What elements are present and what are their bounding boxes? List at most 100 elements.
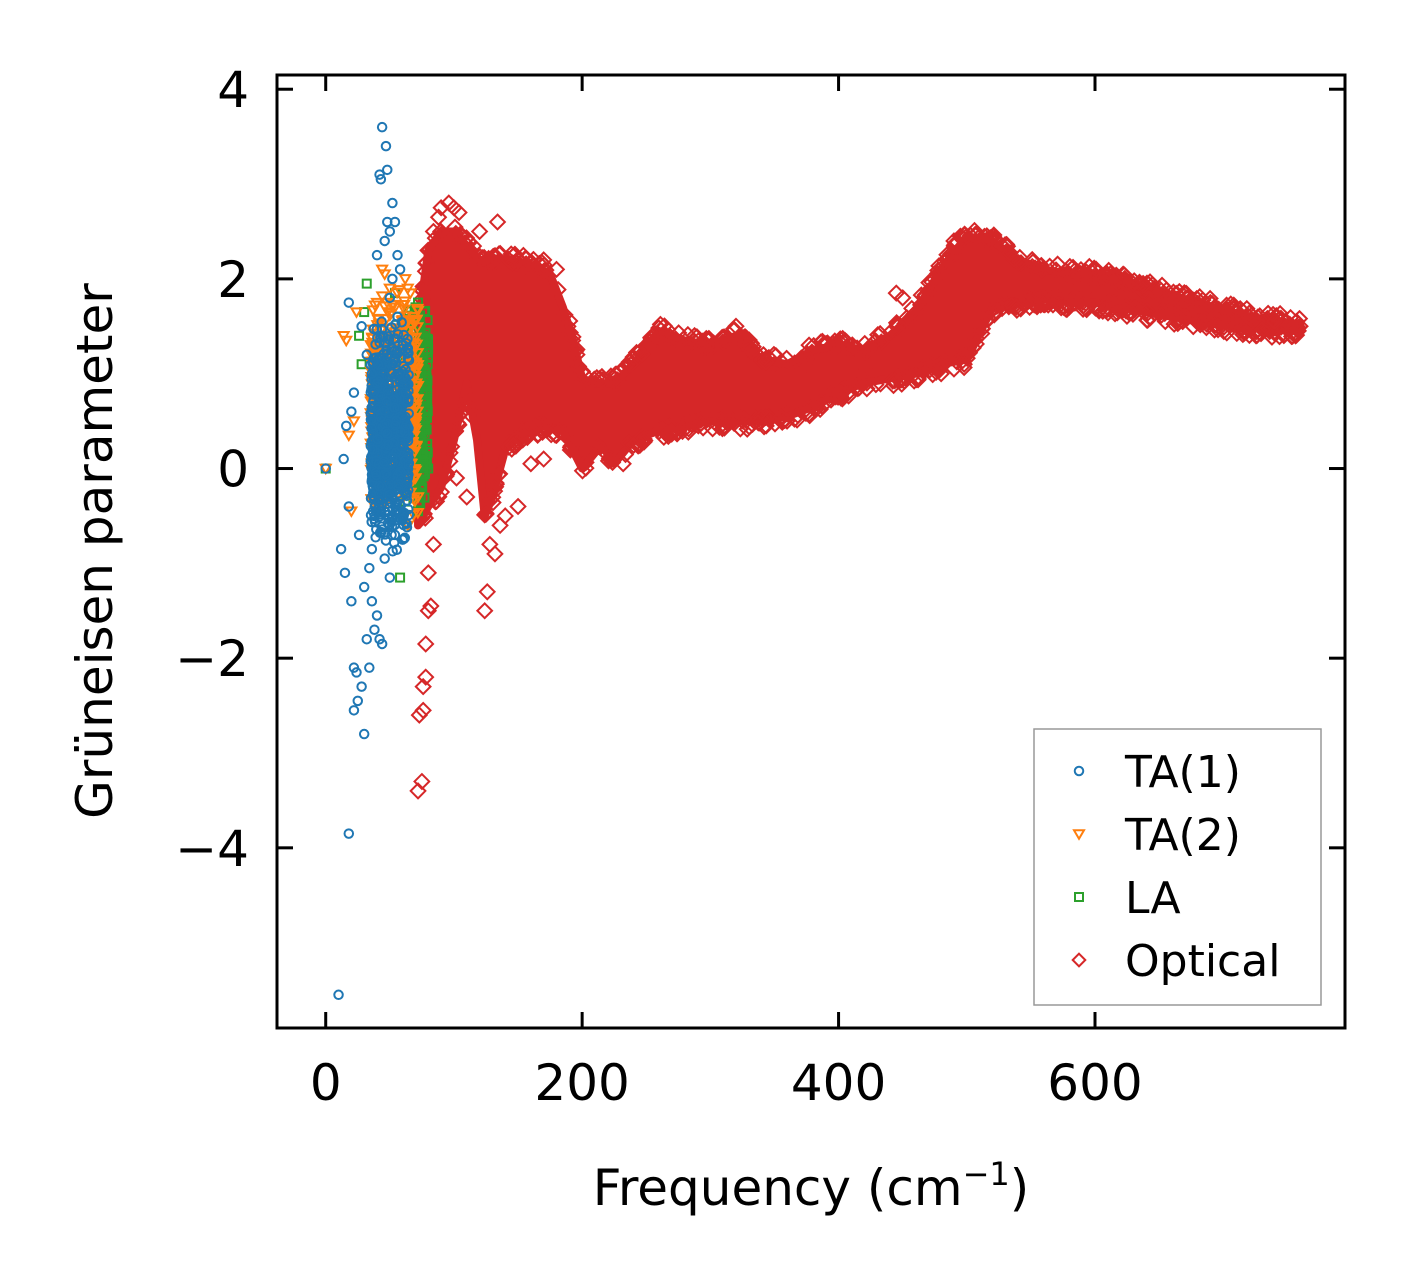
optical-point — [624, 436, 643, 455]
series-point — [421, 368, 432, 379]
optical-point — [675, 416, 693, 434]
optical-point — [517, 255, 535, 273]
legend-label: LA — [1125, 873, 1181, 924]
optical-point — [1098, 266, 1117, 285]
data-point — [637, 336, 656, 355]
optical-point — [913, 359, 932, 377]
optical-point — [909, 370, 927, 389]
optical-point — [419, 241, 437, 260]
optical-point — [616, 445, 635, 464]
data-point — [547, 426, 566, 445]
data-point — [534, 450, 553, 468]
data-point — [387, 197, 398, 209]
optical-point — [738, 420, 756, 438]
data-point — [376, 638, 388, 650]
optical-point — [1074, 293, 1092, 312]
data-marks — [318, 121, 1309, 1001]
data-point — [416, 668, 435, 686]
optical-point — [576, 367, 595, 385]
series-point — [387, 451, 398, 463]
data-point — [392, 249, 403, 261]
optical-point — [460, 233, 479, 252]
optical-point — [757, 417, 775, 435]
optical-point — [635, 433, 653, 451]
optical-point — [916, 287, 934, 306]
series-point — [409, 442, 423, 454]
data-point — [353, 529, 365, 541]
optical-point — [1231, 299, 1249, 318]
optical-point — [1108, 295, 1127, 314]
data-point — [509, 497, 527, 516]
optical-point — [1074, 300, 1092, 319]
optical-point — [635, 430, 653, 448]
optical-point — [559, 317, 577, 336]
series-point — [376, 316, 387, 327]
optical-point — [457, 229, 476, 247]
optical-point — [658, 320, 677, 339]
data-point — [410, 706, 429, 724]
optical-point — [603, 450, 621, 469]
optical-point — [699, 330, 718, 348]
y-tick-label: 2 — [217, 251, 249, 309]
data-point — [347, 416, 361, 428]
data-point — [366, 596, 378, 607]
optical-point — [1167, 284, 1185, 303]
data-point — [348, 387, 360, 398]
legend-marker — [1071, 952, 1087, 968]
legend-marker — [1072, 829, 1086, 841]
data-point — [475, 602, 494, 620]
x-tick-label: 0 — [310, 1054, 342, 1112]
optical-point — [998, 245, 1016, 263]
data-point — [395, 572, 406, 583]
optical-point — [983, 229, 1001, 248]
legend-item: LA — [1074, 873, 1181, 924]
optical-point — [953, 351, 972, 370]
data-point — [414, 677, 432, 696]
series-point — [397, 514, 408, 525]
optical-point — [1009, 253, 1028, 272]
data-point — [352, 695, 364, 707]
data-point — [727, 317, 745, 336]
optical-point — [928, 264, 947, 283]
optical-point — [802, 396, 820, 414]
series-point — [397, 299, 411, 312]
optical-point — [1175, 284, 1194, 302]
data-point — [488, 213, 507, 231]
optical-point — [542, 425, 560, 444]
optical-point — [731, 409, 749, 427]
optical-point — [1238, 299, 1256, 318]
optical-point — [757, 353, 775, 371]
data-point — [855, 360, 873, 378]
optical-point — [417, 253, 436, 272]
optical-point — [500, 251, 519, 270]
optical-point — [460, 393, 478, 411]
optical-point — [931, 355, 950, 373]
data-point — [416, 635, 435, 653]
optical-point — [737, 329, 756, 347]
optical-point — [1016, 293, 1034, 311]
optical-point — [645, 326, 663, 344]
data-point — [389, 216, 401, 228]
optical-point — [462, 397, 481, 416]
data-point — [1265, 312, 1284, 331]
series-point — [370, 532, 381, 543]
data-point — [366, 368, 378, 379]
data-point — [349, 307, 364, 319]
optical-point — [608, 371, 627, 389]
series-point — [388, 333, 400, 344]
data-point — [338, 453, 349, 465]
x-axis-label-main: Frequency (cm — [593, 1159, 963, 1217]
optical-point — [1272, 318, 1290, 336]
optical-point — [568, 340, 586, 359]
series-point — [373, 495, 385, 506]
optical-point — [416, 262, 435, 281]
data-point — [369, 624, 380, 635]
x-axis-label-superscript: −1 — [963, 1155, 1010, 1193]
optical-point — [743, 341, 762, 360]
optical-point — [806, 398, 824, 417]
series-point — [379, 529, 391, 540]
optical-point — [1115, 266, 1134, 284]
series-point — [387, 504, 398, 516]
data-point — [346, 596, 357, 607]
